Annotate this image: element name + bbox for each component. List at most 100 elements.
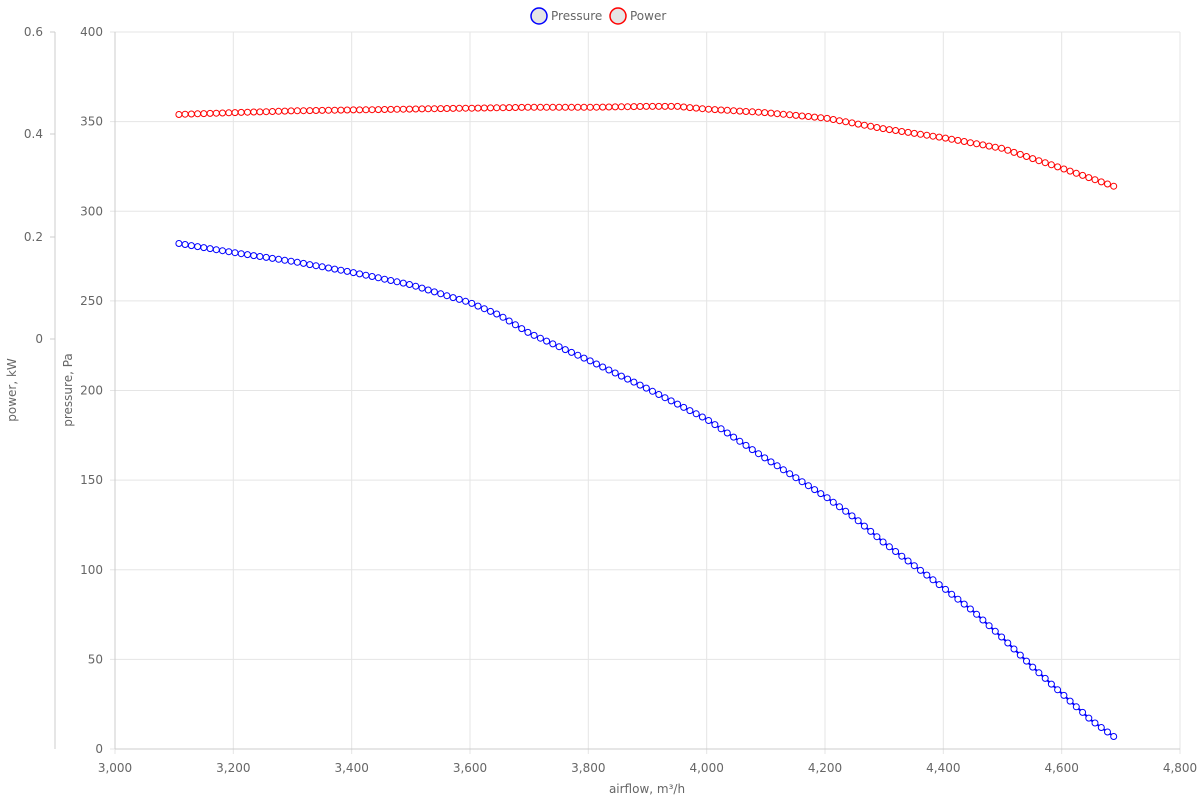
- pressure-point: [736, 437, 744, 445]
- power-point: [468, 104, 476, 112]
- power-point: [848, 119, 856, 127]
- pressure-point: [555, 343, 563, 351]
- pressure-point: [418, 284, 426, 292]
- power-point: [611, 103, 619, 111]
- power-point: [499, 104, 507, 112]
- pressure-point: [225, 248, 233, 256]
- pressure-point: [680, 403, 688, 411]
- power-point: [755, 108, 762, 116]
- pressure-point: [306, 261, 314, 269]
- power-point: [175, 111, 183, 118]
- pressure-point: [698, 413, 706, 421]
- pressure-point: [468, 299, 476, 307]
- power-point: [736, 107, 744, 115]
- power-point: [761, 109, 769, 117]
- pressure-point: [343, 267, 351, 275]
- pressure-point: [667, 397, 675, 405]
- power-point: [942, 134, 949, 142]
- pressure-point: [175, 240, 183, 247]
- pressure-point: [443, 292, 451, 300]
- power-point: [642, 102, 650, 110]
- pressure-point: [312, 262, 320, 270]
- pressure-legend-marker: [530, 7, 548, 25]
- pressure-point: [624, 375, 632, 383]
- pressure-point: [331, 265, 339, 273]
- power-point: [717, 106, 725, 114]
- power-point: [374, 106, 382, 114]
- pressure-point: [275, 255, 283, 263]
- pressure-point: [449, 294, 457, 302]
- power-point: [836, 117, 843, 125]
- x-tick-label: 3,400: [334, 761, 368, 775]
- power-point: [574, 103, 582, 111]
- pressure-point: [705, 417, 713, 424]
- pressure-tick-label: 300: [80, 204, 103, 218]
- pressure-tick-label: 400: [80, 25, 103, 39]
- power-point: [237, 108, 245, 116]
- power-point: [449, 104, 457, 112]
- power-point: [381, 106, 389, 113]
- pressure-point: [954, 595, 962, 603]
- pressure-point: [755, 450, 762, 458]
- power-point: [306, 107, 314, 115]
- power-point: [817, 114, 825, 122]
- pressure-point: [942, 585, 949, 593]
- power-point: [860, 121, 868, 129]
- pressure-point: [786, 470, 794, 478]
- power-point: [455, 104, 463, 112]
- pressure-point: [991, 627, 999, 635]
- power-point: [904, 128, 912, 136]
- x-tick-label: 4,800: [1163, 761, 1197, 775]
- power-point: [686, 104, 694, 112]
- pressure-point: [674, 400, 681, 408]
- pressure-point: [549, 340, 557, 348]
- pressure-point: [406, 281, 413, 288]
- power-point: [356, 106, 364, 114]
- power-point: [318, 106, 326, 114]
- power-point: [617, 103, 625, 111]
- pressure-point: [948, 590, 956, 598]
- power-point: [779, 110, 787, 118]
- pressure-point: [387, 277, 395, 284]
- pressure-point: [300, 259, 307, 267]
- pressure-point: [219, 247, 226, 255]
- pressure-point: [985, 622, 993, 630]
- power-point: [593, 103, 600, 111]
- pressure-point: [1035, 669, 1043, 677]
- pressure-point: [960, 600, 968, 608]
- power-point: [823, 114, 831, 122]
- power-point: [1104, 180, 1111, 188]
- power-point: [854, 120, 862, 128]
- power-point: [300, 107, 307, 115]
- power-point: [1035, 157, 1043, 165]
- power-point: [892, 127, 900, 134]
- power-point: [194, 110, 202, 118]
- power-point: [462, 104, 470, 112]
- pressure-point: [518, 325, 526, 333]
- power-point: [225, 109, 233, 117]
- power-point: [530, 103, 538, 111]
- pressure-point: [910, 562, 918, 570]
- pressure-point: [1016, 651, 1024, 659]
- pressure-point: [568, 348, 575, 356]
- power-point: [418, 105, 426, 113]
- pressure-point: [1060, 691, 1068, 699]
- pressure-point: [885, 543, 893, 551]
- pressure-point: [293, 258, 301, 266]
- pressure-point: [642, 384, 650, 392]
- pressure-point: [530, 331, 538, 339]
- pressure-point: [437, 290, 445, 298]
- power-point: [244, 108, 251, 116]
- power-point: [281, 107, 289, 115]
- pressure-point: [412, 282, 420, 290]
- power-point: [1047, 161, 1055, 169]
- pressure-point: [661, 394, 669, 402]
- power-point: [630, 103, 638, 111]
- pressure-tick-label: 250: [80, 294, 103, 308]
- power-point: [518, 103, 526, 111]
- power-point: [991, 143, 999, 151]
- power-point: [505, 104, 513, 112]
- pressure-point: [574, 351, 582, 359]
- pressure-point: [935, 581, 943, 589]
- power-tick-label: 0.4: [24, 127, 43, 141]
